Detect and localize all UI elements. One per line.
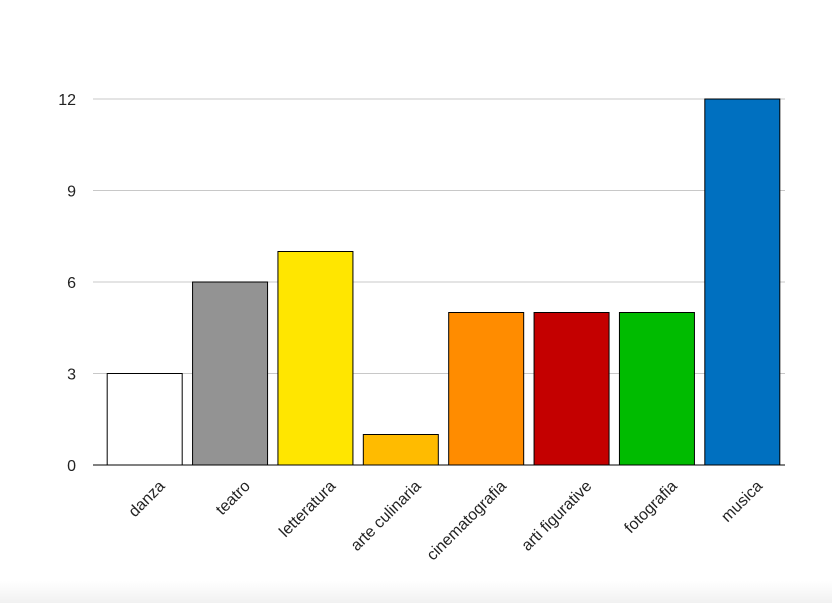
y-tick-label: 3: [67, 367, 76, 384]
y-tick-label: 12: [58, 92, 76, 109]
bar-musica: [704, 98, 781, 466]
bar-danza: [106, 373, 183, 466]
y-axis-ticks: 0 3 6 9 12: [58, 92, 76, 475]
bar-letteratura: [277, 251, 354, 466]
y-tick-label: 9: [67, 184, 76, 201]
x-category-label: cinematografia: [424, 478, 510, 564]
bottom-band: [0, 581, 832, 603]
x-category-label: musica: [718, 478, 766, 526]
bar-fotografia: [618, 312, 695, 466]
bar-arti-figurative: [533, 312, 610, 466]
y-tick-label: 6: [67, 275, 76, 292]
x-category-label: teatro: [213, 478, 254, 519]
y-tick-label: 0: [67, 458, 76, 475]
x-category-label: arti figurative: [519, 478, 596, 555]
bar-teatro: [192, 281, 269, 466]
x-category-label: arte culinaria: [348, 478, 425, 555]
bar-arte-culinaria: [362, 434, 439, 466]
bar-cinematografia: [448, 312, 525, 466]
x-category-label: danza: [126, 478, 169, 521]
x-axis-labels: danza teatro letteratura arte culinaria cine…: [126, 478, 767, 564]
bars: [106, 98, 781, 466]
x-category-label: fotografia: [622, 478, 681, 537]
x-category-label: letteratura: [276, 478, 339, 541]
